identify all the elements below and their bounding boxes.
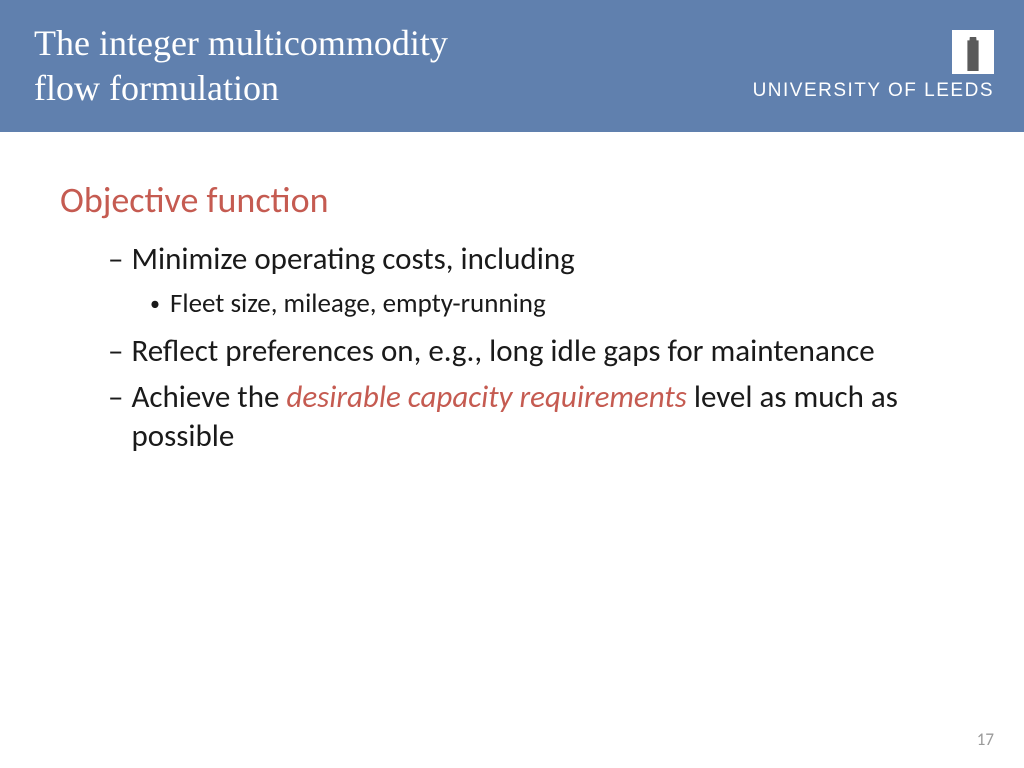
title-line-2: flow formulation [34,68,279,108]
list-item: – Reflect preferences on, e.g., long idl… [108,332,964,372]
sub-bullet-list: • Fleet size, mileage, empty-running [108,286,964,322]
list-item: – Minimize operating costs, including [108,240,964,280]
list-item-text: Achieve the desirable capacity requireme… [131,378,964,457]
bullet-list: – Minimize operating costs, including • … [60,240,964,457]
list-item: – Achieve the desirable capacity require… [108,378,964,457]
tower-icon [952,30,994,74]
slide: The integer multicommodity flow formulat… [0,0,1024,768]
bullet-icon: • [150,286,160,322]
slide-header: The integer multicommodity flow formulat… [0,0,1024,132]
slide-title: The integer multicommodity flow formulat… [34,21,448,111]
tower-shape [965,37,981,71]
slide-body: Objective function – Minimize operating … [0,132,1024,457]
title-line-1: The integer multicommodity [34,23,448,63]
dash-icon: – [108,240,123,280]
institution-logo: UNIVERSITY OF LEEDS [753,30,994,102]
institution-name: UNIVERSITY OF LEEDS [753,80,994,102]
dash-icon: – [108,332,123,372]
emphasized-text: desirable capacity requirements [286,378,686,416]
section-heading: Objective function [60,178,964,222]
list-item-text: Minimize operating costs, including [131,240,574,280]
list-item-text: Fleet size, mileage, empty-running [170,286,546,322]
page-number: 17 [977,729,994,750]
text-fragment: Achieve the [131,378,286,416]
dash-icon: – [108,378,123,457]
list-item-text: Reflect preferences on, e.g., long idle … [131,332,874,372]
list-item: • Fleet size, mileage, empty-running [150,286,964,322]
